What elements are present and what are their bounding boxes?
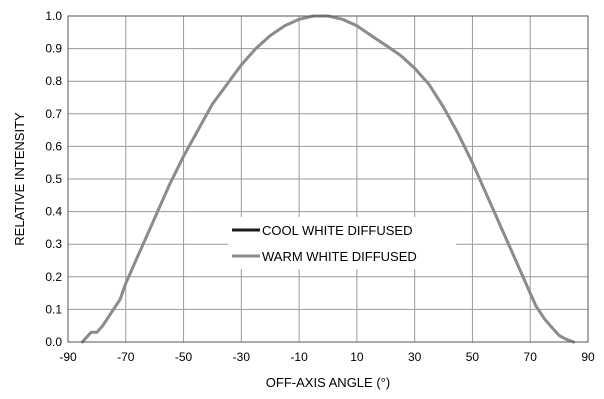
y-tick-label: 0.5 [45, 172, 62, 186]
x-tick-label: 70 [524, 350, 538, 364]
y-tick-label: 0.7 [45, 107, 62, 121]
legend-background [228, 217, 456, 269]
plot-frame [67, 15, 589, 343]
legend-label-warm-white: WARM WHITE DIFFUSED [262, 249, 417, 264]
legend: COOL WHITE DIFFUSED WARM WHITE DIFFUSED [228, 217, 456, 269]
y-tick-label: 0.4 [45, 205, 62, 219]
x-tick-label: -10 [290, 350, 308, 364]
x-tick-label: 30 [408, 350, 422, 364]
x-tick-label: -70 [117, 350, 135, 364]
y-tick-label: 0.3 [45, 237, 62, 251]
y-tick-label: 0.6 [45, 139, 62, 153]
x-tick-label: -30 [233, 350, 251, 364]
y-tick-label: 0.2 [45, 270, 62, 284]
y-tick-label: 1.0 [45, 9, 62, 23]
y-tick-labels: 0.0 0.1 0.2 0.3 0.4 0.5 0.6 0.7 0.8 0.9 1.0 [45, 9, 62, 349]
x-tick-label: 10 [350, 350, 364, 364]
x-tick-label: -50 [175, 350, 193, 364]
x-tick-label: 50 [466, 350, 480, 364]
x-tick-label: 90 [581, 350, 595, 364]
x-axis-title: OFF-AXIS ANGLE (°) [266, 375, 390, 390]
y-tick-label: 0.0 [45, 335, 62, 349]
y-tick-label: 0.9 [45, 42, 62, 56]
x-tick-labels: -90 -70 -50 -30 -10 10 30 50 70 90 [59, 350, 595, 364]
y-tick-label: 0.8 [45, 74, 62, 88]
x-tick-label: -90 [59, 350, 77, 364]
legend-label-cool-white: COOL WHITE DIFFUSED [262, 223, 412, 238]
y-axis-title: RELATIVE INTENSITY [12, 112, 27, 246]
y-tick-label: 0.1 [45, 302, 62, 316]
